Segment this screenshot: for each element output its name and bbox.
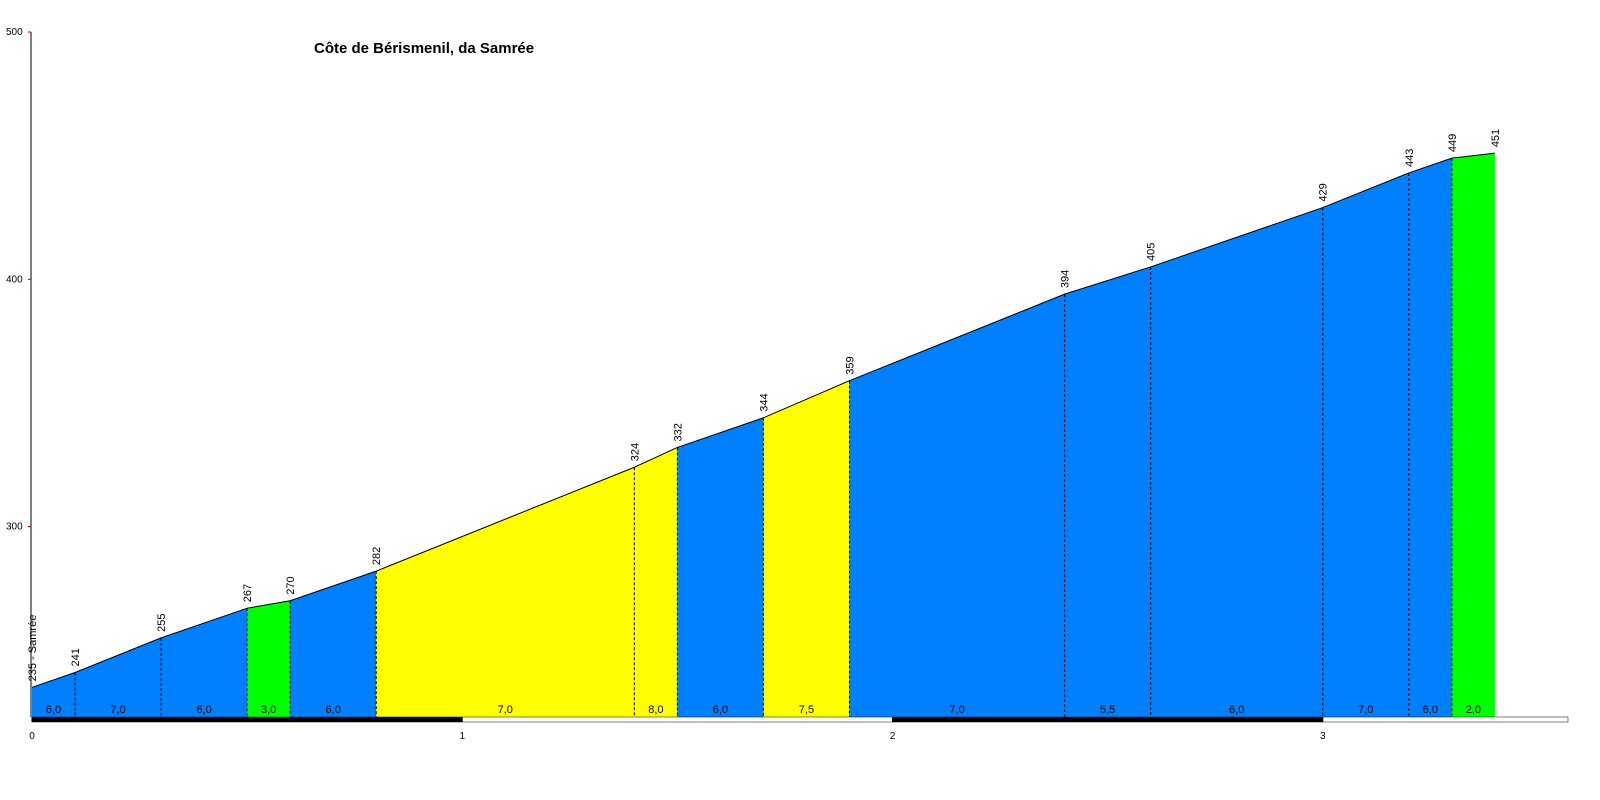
profile-line bbox=[31, 152, 1495, 688]
gradient-label: 6,0 bbox=[1423, 704, 1438, 716]
profile-segment bbox=[290, 571, 377, 717]
elevation-label: 394 bbox=[1060, 270, 1072, 288]
gradient-label: 2,0 bbox=[1466, 704, 1481, 716]
elevation-label: 405 bbox=[1146, 243, 1158, 261]
profile-segment bbox=[1451, 153, 1495, 717]
gradient-label: 7,0 bbox=[498, 704, 513, 716]
profile-segment bbox=[1150, 207, 1323, 717]
gradient-label: 7,0 bbox=[949, 704, 964, 716]
elevation-label: 449 bbox=[1447, 134, 1459, 152]
profile-segment bbox=[677, 417, 764, 717]
gradient-label: 8,0 bbox=[648, 704, 663, 716]
elevation-label: 241 bbox=[70, 648, 82, 666]
y-tick-label: 400 bbox=[6, 274, 23, 285]
elevation-label: 359 bbox=[844, 356, 856, 374]
profile-segment bbox=[376, 467, 635, 717]
y-tick-label: 300 bbox=[6, 522, 23, 533]
gradient-label: 6,0 bbox=[196, 704, 211, 716]
x-tick-label: 2 bbox=[890, 731, 896, 742]
x-tick-label: 1 bbox=[459, 731, 465, 742]
gradient-label: 7,0 bbox=[110, 704, 125, 716]
y-tick-label: 500 bbox=[6, 27, 23, 38]
elevation-label: 344 bbox=[758, 393, 770, 411]
elevation-label: 235 - Samrée bbox=[27, 615, 39, 682]
gradient-label: 6,0 bbox=[1229, 704, 1244, 716]
elevation-label: 429 bbox=[1318, 183, 1330, 201]
elevation-label: 282 bbox=[371, 547, 383, 565]
scale-bar bbox=[31, 716, 463, 723]
profile-segment bbox=[763, 380, 850, 717]
chart-title: Côte de Bérismenil, da Samrée bbox=[314, 40, 534, 57]
profile-segment bbox=[75, 637, 162, 717]
profile-segment bbox=[247, 600, 291, 717]
gradient-label: 5,5 bbox=[1100, 704, 1115, 716]
elevation-label: 270 bbox=[285, 576, 297, 594]
scale-bar bbox=[892, 716, 1324, 723]
profile-segment bbox=[1064, 266, 1151, 717]
profile-segment bbox=[161, 608, 248, 717]
gradient-label: 6,0 bbox=[713, 704, 728, 716]
scale-bar bbox=[1322, 716, 1569, 723]
x-tick-label: 3 bbox=[1320, 731, 1326, 742]
gradient-label: 6,0 bbox=[46, 704, 61, 716]
gradient-label: 6,0 bbox=[326, 704, 341, 716]
elevation-label: 324 bbox=[629, 443, 641, 461]
profile-segment bbox=[1408, 158, 1452, 717]
profile-segment bbox=[1322, 172, 1409, 718]
x-tick-label: 0 bbox=[29, 731, 35, 742]
elevation-label: 451 bbox=[1490, 129, 1502, 147]
gradient-label: 7,5 bbox=[799, 704, 814, 716]
gradient-label: 3,0 bbox=[261, 704, 276, 716]
gradient-label: 7,0 bbox=[1358, 704, 1373, 716]
elevation-label: 443 bbox=[1404, 149, 1416, 167]
profile-segment bbox=[849, 294, 1065, 717]
elevation-label: 267 bbox=[242, 584, 254, 602]
profile-segment bbox=[634, 447, 678, 717]
elevation-label: 255 bbox=[156, 614, 168, 632]
scale-bar bbox=[462, 716, 893, 723]
elevation-label: 332 bbox=[672, 423, 684, 441]
